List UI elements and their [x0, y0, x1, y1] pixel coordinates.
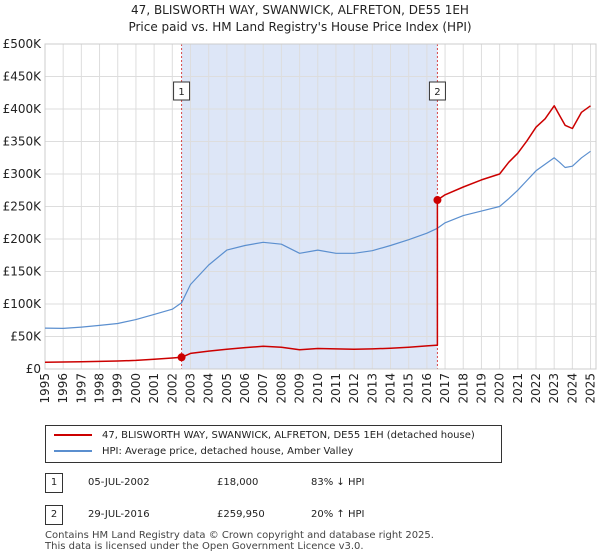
x-tick-label: 2000: [129, 373, 143, 404]
x-tick-label: 1999: [111, 373, 125, 404]
legend-label-hpi: HPI: Average price, detached house, Ambe…: [102, 446, 354, 457]
sale-price: £259,950: [217, 509, 265, 520]
sale-marker-label: 1: [178, 87, 184, 98]
y-tick-label: £250K: [3, 200, 43, 214]
footer-copyright: Contains HM Land Registry data © Crown c…: [45, 530, 434, 541]
footer: Contains HM Land Registry data © Crown c…: [45, 530, 434, 552]
sale-point: [433, 196, 442, 205]
x-tick-label: 2008: [274, 373, 288, 404]
y-tick-label: £350K: [3, 135, 43, 149]
sale-hpi-change: 83% ↓ HPI: [311, 477, 365, 488]
hpi-series-line: [44, 150, 591, 329]
x-tick-label: 2007: [256, 373, 270, 404]
y-tick-label: £300K: [3, 167, 43, 181]
x-tick-label: 2012: [347, 373, 361, 404]
y-tick-label: £100K: [3, 297, 43, 311]
x-tick-label: 2016: [420, 373, 434, 404]
x-tick-label: 2010: [311, 373, 325, 404]
x-tick-label: 1996: [56, 373, 70, 404]
x-tick-label: 2009: [293, 373, 307, 404]
x-tick-label: 1997: [74, 373, 88, 404]
x-tick-label: 2004: [202, 373, 216, 404]
chart-title-line2: Price paid vs. HM Land Registry's House …: [128, 20, 472, 34]
chart-title-line1: 47, BLISWORTH WAY, SWANWICK, ALFRETON, D…: [131, 3, 469, 17]
sale-price: £18,000: [217, 477, 259, 488]
sale-date: 05-JUL-2002: [88, 477, 150, 488]
sale-date: 29-JUL-2016: [88, 509, 150, 520]
x-tick-label: 2023: [547, 373, 561, 404]
x-tick-label: 2021: [511, 373, 525, 404]
x-tick-label: 2019: [474, 373, 488, 404]
x-tick-label: 2006: [238, 373, 252, 404]
legend-item-property: 47, BLISWORTH WAY, SWANWICK, ALFRETON, D…: [54, 429, 475, 443]
x-tick-label: 2015: [402, 373, 416, 404]
x-tick-label: 2022: [529, 373, 543, 404]
property-series-line: [44, 105, 591, 363]
x-tick-label: 2024: [565, 373, 579, 404]
legend-swatch-hpi: [54, 450, 92, 452]
legend-label-property: 47, BLISWORTH WAY, SWANWICK, ALFRETON, D…: [102, 430, 475, 441]
plot-frame: [44, 43, 597, 370]
y-tick-label: £450K: [3, 70, 43, 84]
price-chart: £0 £50K £100K £150K £200K £250K £300K £350K £400…: [3, 37, 598, 404]
x-tick-label: 2003: [183, 373, 197, 404]
sale-hpi-change: 20% ↑ HPI: [311, 509, 365, 520]
legend-swatch-property: [54, 434, 92, 436]
x-tick-label: 2005: [220, 373, 234, 404]
sale-marker-label: 2: [434, 87, 440, 98]
sale-number-badge: 1: [45, 473, 63, 493]
sale-marker-box: [428, 81, 446, 101]
x-tick-label: 2018: [456, 373, 470, 404]
y-tick-label: £150K: [3, 265, 43, 279]
x-tick-label: 2002: [165, 373, 179, 404]
footer-licence: This data is licensed under the Open Gov…: [45, 541, 364, 552]
y-tick-label: £200K: [3, 232, 43, 246]
x-tick-label: 2001: [147, 373, 161, 404]
x-tick-label: 2025: [584, 373, 598, 404]
x-tick-label: 2013: [365, 373, 379, 404]
y-tick-label: £50K: [10, 330, 42, 344]
x-tick-label: 2011: [329, 373, 343, 404]
legend: 47, BLISWORTH WAY, SWANWICK, ALFRETON, D…: [45, 425, 502, 463]
y-tick-label: £500K: [3, 37, 43, 51]
x-tick-label: 2014: [384, 373, 398, 404]
y-tick-label: £0: [26, 362, 41, 376]
sale-point: [177, 353, 186, 362]
x-tick-label: 2017: [438, 373, 452, 404]
x-tick-label: 1995: [38, 373, 52, 404]
y-tick-label: £400K: [3, 102, 43, 116]
x-tick-label: 1998: [93, 373, 107, 404]
legend-item-hpi: HPI: Average price, detached house, Ambe…: [54, 445, 353, 459]
x-tick-label: 2020: [493, 373, 507, 404]
sale-number-badge: 2: [45, 505, 63, 525]
sale-marker-box: [173, 81, 191, 101]
